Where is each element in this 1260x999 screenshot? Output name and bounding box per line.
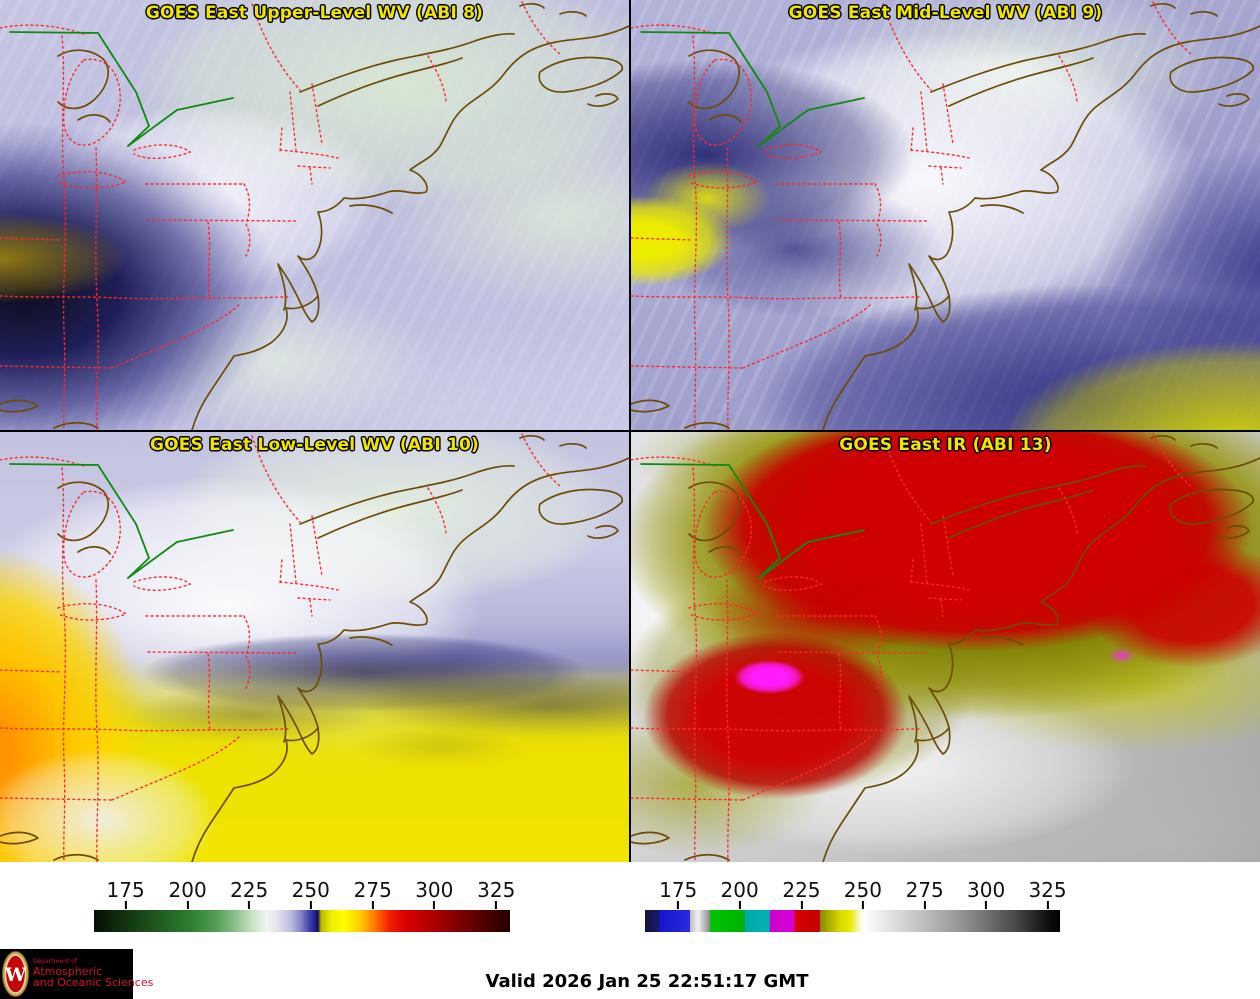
- colorbar-tick-label: 325: [1028, 880, 1066, 909]
- colorbar-tick-label: 250: [292, 880, 330, 909]
- panel-low-level-wv: GOES East Low-Level WV (ABI 10): [0, 432, 629, 862]
- colorbar-tick-label: 300: [967, 880, 1005, 909]
- ir-colorbar-gradient: [645, 910, 1060, 932]
- colorbar-tick-label: 225: [230, 880, 268, 909]
- logo-dept-line: Department of: [33, 958, 77, 966]
- ir-colorbar: 175 200 225 250 275 300 325: [645, 880, 1067, 938]
- logo-line-2: and Oceanic Sciences: [33, 976, 154, 990]
- colorbar-tick-label: 250: [844, 880, 882, 909]
- colorbar-tick-label: 200: [169, 880, 207, 909]
- valid-timestamp: Valid 2026 Jan 25 22:51:17 GMT: [485, 971, 809, 992]
- map-overlay: [631, 1, 1260, 430]
- map-overlay: [0, 1, 629, 430]
- colorbar-tick-label: 200: [721, 880, 759, 909]
- colorbar-tick-label: 175: [107, 880, 145, 909]
- colorbar-tick-label: 275: [906, 880, 944, 909]
- panel-ir: GOES East IR (ABI 13): [631, 432, 1260, 862]
- svg-text:W: W: [4, 964, 27, 986]
- panel-title: GOES East Low-Level WV (ABI 10): [149, 435, 479, 455]
- panel-title: GOES East Mid-Level WV (ABI 9): [788, 3, 1103, 23]
- uw-crest-icon: W: [2, 951, 29, 997]
- satellite-grid: GOES East Upper-Level WV (ABI 8) GOES Ea…: [0, 0, 1260, 862]
- wv-colorbar-gradient: [94, 910, 510, 932]
- panel-title: GOES East IR (ABI 13): [839, 435, 1052, 455]
- map-overlay: [631, 433, 1260, 862]
- panel-upper-level-wv: GOES East Upper-Level WV (ABI 8): [0, 0, 629, 430]
- uw-aos-logo: W Department of Atmospheric and Oceanic …: [0, 949, 153, 999]
- colorbar-tick-label: 325: [477, 880, 515, 909]
- colorbar-tick-label: 275: [354, 880, 392, 909]
- panel-title: GOES East Upper-Level WV (ABI 8): [145, 3, 484, 23]
- uw-logo-text: Department of Atmospheric and Oceanic Sc…: [33, 958, 154, 990]
- colorbar-tick-label: 175: [659, 880, 697, 909]
- map-overlay: [0, 433, 629, 862]
- colorbar-tick-label: 300: [415, 880, 453, 909]
- wv-colorbar: 175 200 225 250 275 300 325: [94, 880, 515, 938]
- logo-line-1: Atmospheric: [33, 964, 103, 978]
- panel-mid-level-wv: GOES East Mid-Level WV (ABI 9): [631, 0, 1260, 430]
- colorbar-tick-label: 225: [782, 880, 820, 909]
